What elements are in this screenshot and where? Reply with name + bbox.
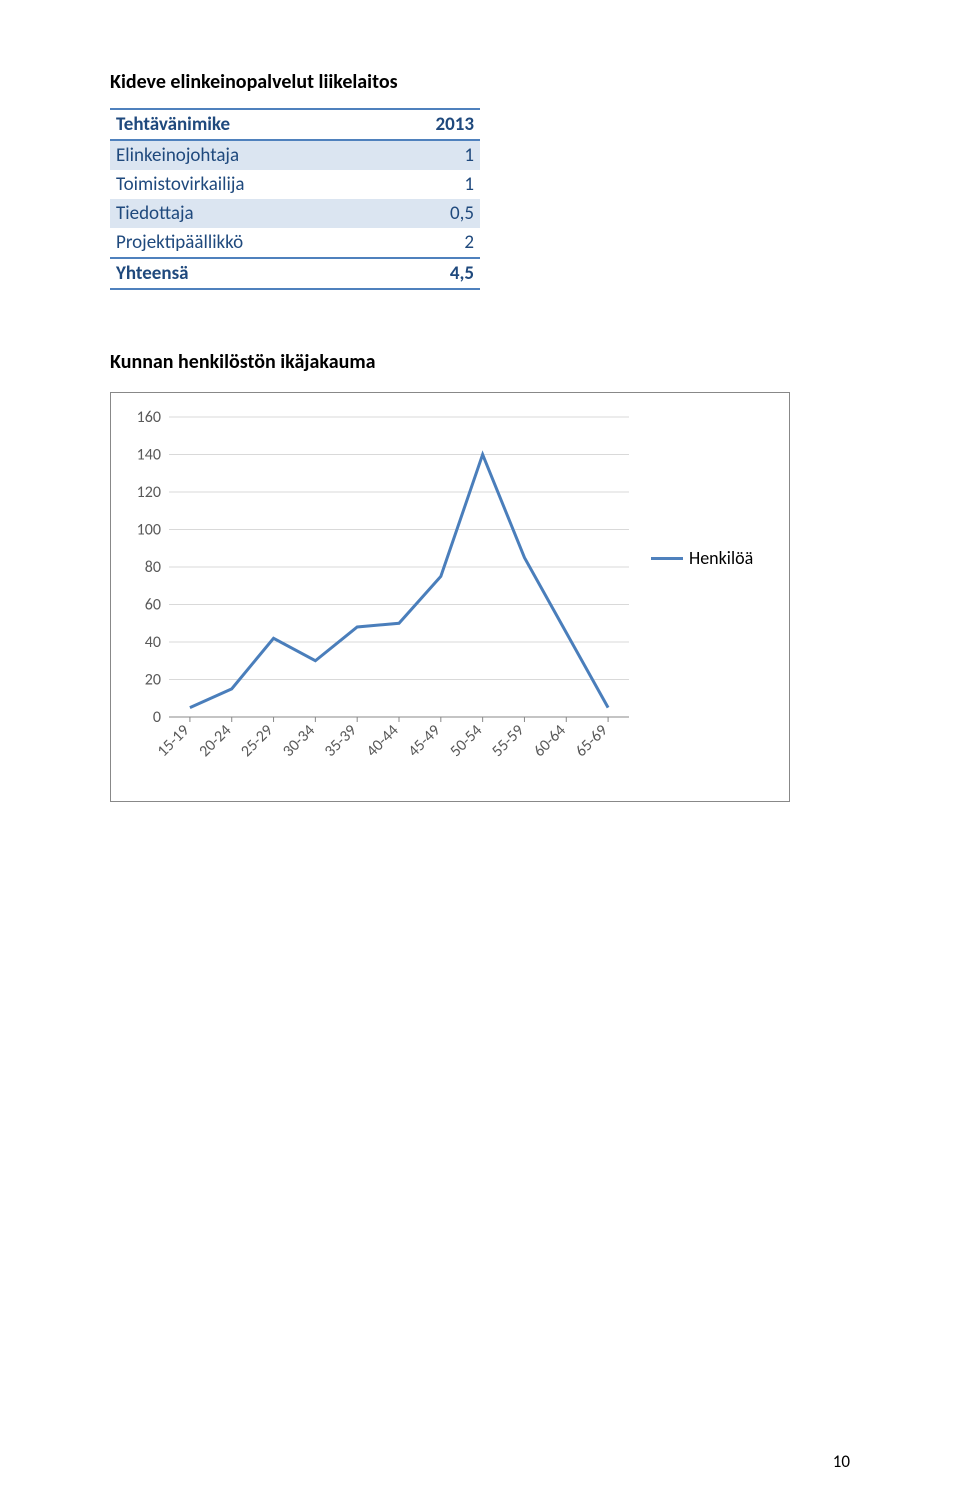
svg-text:35-39: 35-39 — [321, 721, 361, 761]
svg-text:30-34: 30-34 — [279, 721, 319, 761]
table-cell-label: Elinkeinojohtaja — [110, 140, 382, 170]
page-title: Kideve elinkeinopalvelut liikelaitos — [110, 70, 850, 94]
svg-text:55-59: 55-59 — [488, 721, 528, 761]
svg-text:160: 160 — [137, 408, 161, 427]
table-cell-value: 0,5 — [382, 199, 480, 228]
svg-text:40-44: 40-44 — [363, 721, 403, 761]
table-cell-label: Tiedottaja — [110, 199, 382, 228]
table-cell-label: Projektipäällikkö — [110, 228, 382, 258]
table-row: Elinkeinojohtaja1 — [110, 140, 480, 170]
svg-text:140: 140 — [137, 446, 161, 465]
svg-text:60: 60 — [145, 596, 161, 615]
line-chart-svg: 0 20 40 60 80 100 120 140 160 15-1920-2425-2930-3… — [125, 407, 639, 787]
page-number: 10 — [833, 1451, 850, 1472]
svg-text:50-54: 50-54 — [446, 721, 486, 761]
svg-text:80: 80 — [145, 558, 161, 577]
positions-table: Tehtävänimike 2013 Elinkeinojohtaja1Toim… — [110, 108, 480, 290]
svg-text:60-64: 60-64 — [530, 721, 570, 761]
svg-text:40: 40 — [145, 633, 161, 652]
table-cell-total-value: 4,5 — [382, 258, 480, 289]
section-heading: Kunnan henkilöstön ikäjakauma — [110, 350, 850, 374]
chart-legend: Henkilöä — [651, 547, 753, 569]
table-row-total: Yhteensä4,5 — [110, 258, 480, 289]
table-cell-value: 2 — [382, 228, 480, 258]
table-row: Tiedottaja0,5 — [110, 199, 480, 228]
legend-line — [651, 557, 683, 560]
svg-text:0: 0 — [153, 708, 161, 727]
table-header-col1: 2013 — [382, 109, 480, 140]
svg-text:45-49: 45-49 — [405, 721, 445, 761]
age-distribution-chart: 0 20 40 60 80 100 120 140 160 15-1920-2425-2930-3… — [110, 392, 790, 802]
svg-text:20: 20 — [145, 671, 161, 690]
svg-text:65-69: 65-69 — [572, 721, 612, 761]
svg-text:120: 120 — [137, 483, 161, 502]
table-cell-total-label: Yhteensä — [110, 258, 382, 289]
table-cell-value: 1 — [382, 170, 480, 199]
svg-text:100: 100 — [137, 521, 161, 540]
table-cell-value: 1 — [382, 140, 480, 170]
svg-text:25-29: 25-29 — [237, 721, 277, 761]
table-cell-label: Toimistovirkailija — [110, 170, 382, 199]
table-row: Projektipäällikkö2 — [110, 228, 480, 258]
table-header-col0: Tehtävänimike — [110, 109, 382, 140]
legend-label: Henkilöä — [689, 547, 753, 569]
table-row: Toimistovirkailija1 — [110, 170, 480, 199]
svg-text:20-24: 20-24 — [195, 721, 235, 761]
svg-text:15-19: 15-19 — [154, 721, 194, 761]
